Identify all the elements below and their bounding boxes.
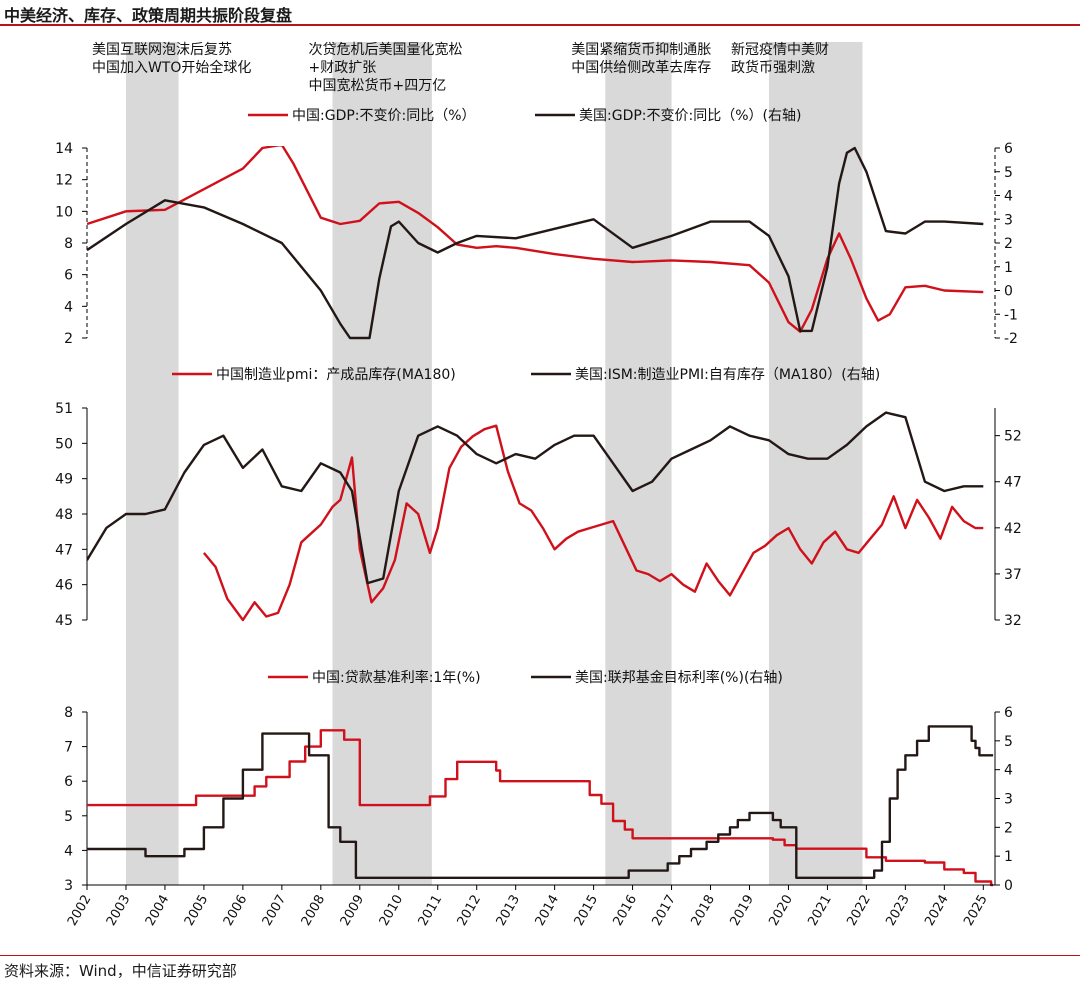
x-axis-tick-label: 2013 [494,893,524,929]
series-line [87,729,994,887]
series-line [87,411,984,585]
legend-label: 中国:贷款基准利率:1年(%) [312,669,481,686]
right-axis-tick-label: 47 [1004,475,1022,491]
right-axis-tick-label: 4 [1004,763,1013,779]
shaded-period-band [125,42,179,885]
source-note: 资料来源：Wind，中信证券研究部 [4,962,237,980]
footer-divider [0,955,1080,956]
left-axis-tick-label: 3 [64,878,73,894]
right-axis-tick-label: 1 [1004,260,1013,276]
left-axis-tick-label: 12 [55,173,73,189]
shaded-period-band [605,42,672,885]
band-annotation-line: 政货币强刺激 [731,59,815,76]
x-axis-tick-label: 2005 [182,893,212,929]
legend-label: 美国:联邦基金目标利率(%)(右轴) [575,669,783,686]
left-axis-tick-label: 8 [64,705,73,721]
left-axis-tick-label: 45 [55,613,73,629]
shaded-period-band [768,42,863,885]
x-axis-tick-label: 2009 [338,893,368,929]
right-axis-tick-label: 0 [1004,878,1013,894]
x-axis-tick-label: 2014 [533,893,563,929]
left-axis-tick-label: 47 [55,542,73,558]
left-axis-tick-label: 7 [64,740,73,756]
right-axis-tick-label: 1 [1004,849,1013,865]
x-axis-tick-label: 2025 [961,893,991,929]
right-axis-tick-label: 5 [1004,734,1013,750]
legend-label: 中国制造业pmi：产成品库存(MA180) [216,367,456,383]
left-axis-tick-label: 5 [64,809,73,825]
series-line [202,424,984,622]
series-line [87,725,994,879]
series-line [87,146,984,340]
x-axis-tick-label: 2022 [844,893,874,929]
x-axis-tick-label: 2018 [688,893,718,929]
band-annotation-line: 中国加入WTO开始全球化 [92,59,251,76]
band-annotation-line: +财政扩张 [309,60,377,76]
x-axis-tick-label: 2016 [611,893,641,929]
right-axis-tick-label: 2 [1004,820,1013,836]
right-axis-tick-label: 2 [1004,236,1013,252]
band-annotation-line: 中国宽松货币+四万亿 [309,77,447,94]
legend-label: 中国:GDP:不变价:同比（%） [292,108,476,124]
band-annotation-line: 新冠疫情中美财 [731,42,829,58]
x-axis-tick-label: 2004 [143,893,173,929]
left-axis-tick-label: 8 [64,236,73,252]
left-axis-tick-label: 14 [55,141,73,157]
x-axis-tick-label: 2024 [922,893,952,929]
left-axis-tick-label: 50 [55,436,73,452]
legend-label: 美国:ISM:制造业PMI:自有库存（MA180）(右轴) [575,367,880,383]
x-axis-tick-label: 2012 [455,893,485,929]
title-bar: 中美经济、库存、政策周期共振阶段复盘 [0,0,1080,30]
left-axis-tick-label: 48 [55,507,73,523]
left-axis-tick-label: 2 [64,331,73,347]
right-axis-tick-label: 0 [1004,284,1013,300]
right-axis-tick-label: 3 [1004,792,1013,808]
right-axis-tick-label: -1 [1004,307,1018,323]
x-axis-tick-label: 2023 [883,893,913,929]
left-axis-tick-label: 4 [64,299,73,315]
x-axis-tick-label: 2019 [727,893,757,929]
x-axis-tick-label: 2011 [416,893,446,929]
left-axis-tick-label: 10 [55,204,73,220]
legend-label: 美国:GDP:不变价:同比（%）(右轴) [579,108,801,124]
left-axis-tick-label: 6 [64,268,73,284]
shaded-period-band [332,42,432,885]
x-axis-tick-label: 2002 [65,893,95,929]
x-axis-tick-label: 2007 [260,893,290,929]
left-axis-tick-label: 4 [64,843,73,859]
band-annotation-line: 中国供给侧改革去库存 [571,60,711,76]
right-axis-tick-label: -2 [1004,331,1018,347]
right-axis-tick-label: 6 [1004,705,1013,721]
x-axis-tick-label: 2020 [766,893,796,929]
x-axis-tick-label: 2021 [805,893,835,929]
band-annotation-line: 美国互联网泡沫后复苏 [92,41,232,58]
left-axis-tick-label: 6 [64,774,73,790]
x-axis-tick-label: 2008 [299,893,329,929]
right-axis-tick-label: 32 [1004,613,1022,629]
x-axis-tick-label: 2015 [572,893,602,929]
band-annotation-line: 次贷危机后美国量化宽松 [309,41,463,58]
right-axis-tick-label: 6 [1004,141,1013,157]
title-divider [0,24,1080,26]
right-axis-tick-label: 52 [1004,429,1022,445]
right-axis-tick-label: 4 [1004,189,1013,205]
right-axis-tick-label: 5 [1004,165,1013,181]
left-axis-tick-label: 51 [55,401,73,417]
x-axis-tick-label: 2003 [104,893,134,929]
x-axis-tick-label: 2017 [649,893,679,929]
right-axis-tick-label: 3 [1004,212,1013,228]
left-axis-tick-label: 46 [55,578,73,594]
x-axis-tick-label: 2010 [377,893,407,929]
band-annotation-line: 美国紧缩货币抑制通胀 [571,41,711,58]
chart-canvas: 美国互联网泡沫后复苏中国加入WTO开始全球化次贷危机后美国量化宽松+财政扩张中国… [55,41,1022,929]
page-title: 中美经济、库存、政策周期共振阶段复盘 [4,6,293,25]
series-line [87,146,984,333]
right-axis-tick-label: 42 [1004,521,1022,537]
right-axis-tick-label: 37 [1004,567,1022,583]
left-axis-tick-label: 49 [55,472,73,488]
x-axis-tick-label: 2006 [221,893,251,929]
